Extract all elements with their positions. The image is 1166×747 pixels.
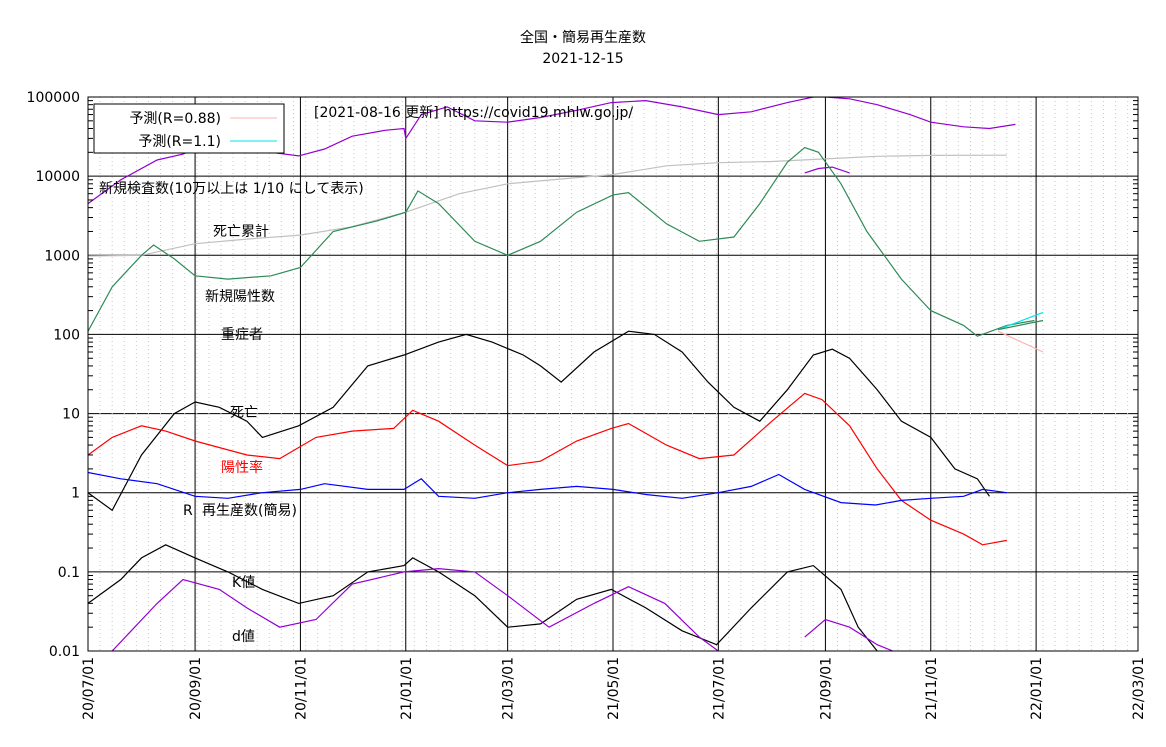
chart-title: 全国・簡易再生産数 xyxy=(520,30,646,46)
series-forecast_r1 xyxy=(997,319,1044,331)
series-deaths_cumulative xyxy=(88,154,1007,257)
y-tick-label: 10 xyxy=(62,407,80,423)
x-tick-label: 20/09/01 xyxy=(188,657,204,720)
series-forecast_r11 xyxy=(997,311,1044,331)
tests-note: 新規検査数(10万以上は 1/10 にして表示) xyxy=(99,181,364,197)
y-tick-label: 10000 xyxy=(35,169,80,185)
x-tick-label: 20/11/01 xyxy=(293,657,309,720)
positivity-label: 陽性率 xyxy=(221,459,263,476)
legend-box xyxy=(93,103,285,154)
legend: 予測(R=0.88) 予測(R=1.1) xyxy=(93,103,285,154)
severe-label: 重症者 xyxy=(221,327,263,343)
k-value-label: K値 xyxy=(232,575,255,591)
x-tick-label: 21/05/01 xyxy=(606,657,622,720)
y-tick-label: 1000 xyxy=(44,248,80,264)
legend-label-r088: 予測(R=0.88) xyxy=(129,111,221,127)
series-d_value_2 xyxy=(804,618,894,651)
y-tick-label: 100000 xyxy=(27,90,80,106)
plot-frame xyxy=(87,96,1139,652)
d-value-label: d値 xyxy=(232,629,255,645)
series-positivity xyxy=(88,392,1007,546)
y-tick-label: 100 xyxy=(53,327,80,343)
series-severe xyxy=(88,330,990,512)
y-tick-label: 0.1 xyxy=(58,565,80,581)
series-forecast_r088 xyxy=(997,330,1044,353)
x-tick-label: 22/01/01 xyxy=(1029,657,1045,720)
y-tick-label: 0.01 xyxy=(49,644,80,660)
r-label: R xyxy=(183,503,193,519)
x-tick-label: 22/03/01 xyxy=(1131,657,1147,720)
x-tick-label: 21/03/01 xyxy=(501,657,517,720)
series-r_simple xyxy=(88,471,1007,506)
x-tick-label: 21/11/01 xyxy=(924,657,940,720)
x-tick-label: 20/07/01 xyxy=(81,657,97,720)
y-axis: 100000 10000 1000 100 10 1 0.1 0.01 xyxy=(27,90,1138,660)
series-d_value xyxy=(111,567,719,651)
chart-subtitle: 2021-12-15 xyxy=(542,51,624,67)
series-tests_scaled xyxy=(804,166,850,174)
death-label: 死亡 xyxy=(230,405,258,421)
y-tick-label: 1 xyxy=(71,486,80,502)
deaths-cum-label: 死亡累計 xyxy=(213,224,269,240)
series-layer xyxy=(88,97,1044,651)
x-tick-label: 21/09/01 xyxy=(818,657,834,720)
series-k_value xyxy=(88,544,878,651)
series-new_positive xyxy=(88,146,1035,337)
x-tick-label: 21/01/01 xyxy=(399,657,415,720)
x-tick-label: 21/07/01 xyxy=(711,657,727,720)
new-positive-label: 新規陽性数 xyxy=(205,289,275,305)
reproduction-label: 再生産数(簡易) xyxy=(202,503,297,519)
x-axis: 20/07/01 20/09/01 20/11/01 21/01/01 21/03/01… xyxy=(81,657,1147,720)
legend-label-r11: 予測(R=1.1) xyxy=(138,134,221,150)
source-note: [2021-08-16 更新] https://covid19.mhlw.go.… xyxy=(314,105,633,121)
